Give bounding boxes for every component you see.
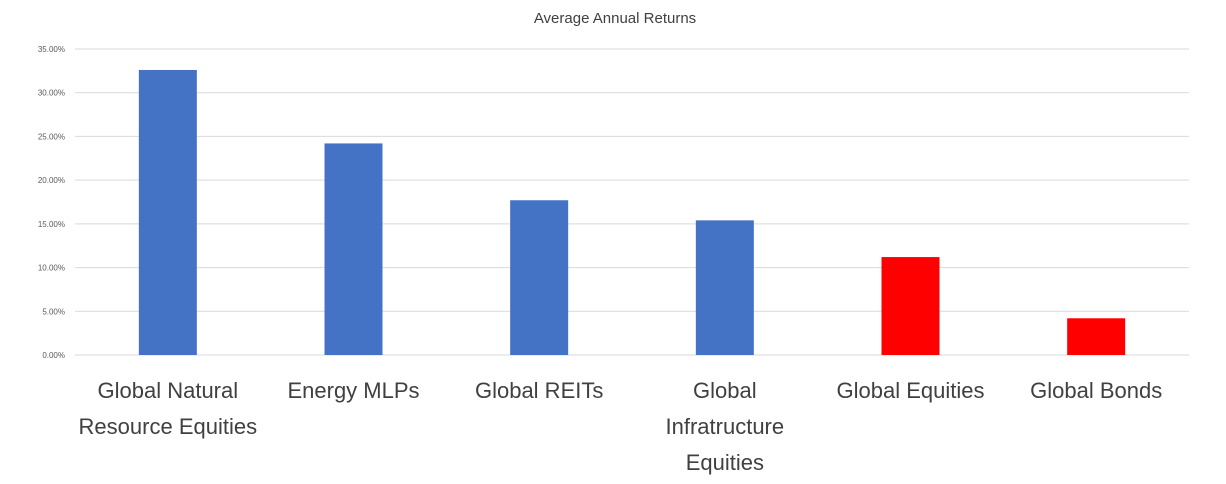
y-tick-label: 0.00% (42, 351, 65, 360)
grid-lines (75, 48, 1189, 356)
y-axis-ticks: 0.00% 5.00% 10.00% 15.00% 20.00% 25.00% 30.00%… (38, 45, 65, 360)
bar (510, 200, 569, 355)
y-tick-label: 15.00% (38, 220, 65, 229)
x-tick-label-line: Equities (686, 450, 764, 475)
x-tick-label-line: Infratructure (666, 414, 785, 439)
bar (1067, 318, 1126, 355)
bar (324, 143, 383, 355)
y-tick-label: 10.00% (38, 264, 65, 273)
bar (695, 220, 754, 355)
y-tick-label: 20.00% (38, 176, 65, 185)
x-tick-label: Energy MLPs (287, 378, 419, 403)
y-tick-label: 35.00% (38, 45, 65, 54)
x-tick-label-line: Global Bonds (1030, 378, 1162, 403)
x-tick-label-line: Global (693, 378, 757, 403)
x-tick-label: Global Natural Resource Equities (79, 378, 258, 439)
x-tick-label-line: Energy MLPs (287, 378, 419, 403)
bars (138, 69, 1126, 356)
x-tick-label-line: Resource Equities (79, 414, 258, 439)
x-tick-label: Global Bonds (1030, 378, 1162, 403)
chart-title: Average Annual Returns (534, 10, 696, 27)
y-tick-label: 5.00% (42, 307, 65, 316)
x-tick-label: Global Infratructure Equities (666, 378, 785, 475)
x-tick-label: Global Equities (837, 378, 985, 403)
y-tick-label: 25.00% (38, 132, 65, 141)
x-axis-labels: Global Natural Resource Equities Energy ML… (79, 378, 1163, 475)
x-tick-label-line: Global Equities (837, 378, 985, 403)
bar (138, 69, 197, 356)
bar (881, 257, 940, 355)
y-tick-label: 30.00% (38, 89, 65, 98)
x-tick-label-line: Global REITs (475, 378, 603, 403)
x-tick-label-line: Global Natural (98, 378, 239, 403)
x-tick-label: Global REITs (475, 378, 603, 403)
